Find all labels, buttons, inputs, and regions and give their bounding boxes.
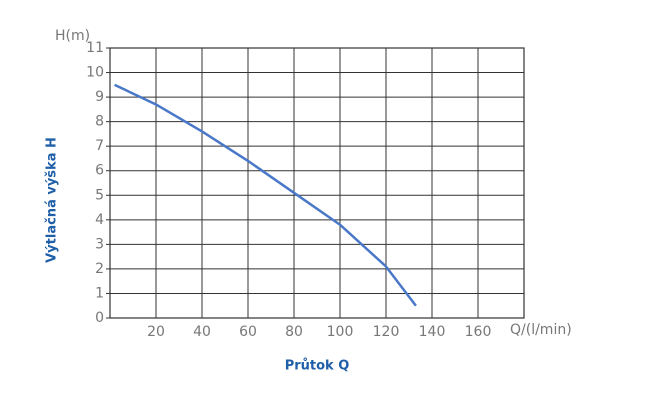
x-tick-label: 160 (465, 324, 492, 340)
y-tick-label: 11 (86, 40, 104, 56)
y-tick-label: 5 (95, 187, 104, 203)
plot-frame (109, 47, 525, 319)
y-tick-label: 3 (95, 236, 104, 252)
x-tick-label: 20 (147, 324, 165, 340)
curve (114, 83, 417, 307)
y-axis-label: H(m) (55, 28, 90, 44)
y-axis-title: Výtlačná výška H (45, 137, 60, 263)
y-tick-label: 7 (95, 138, 104, 154)
x-axis-title: Průtok Q (285, 359, 350, 374)
x-axis-label: Q/(l/min) (510, 322, 572, 338)
y-tick-label: 9 (95, 89, 104, 105)
x-tick-label: 100 (327, 324, 354, 340)
y-tick-label: 2 (95, 261, 104, 277)
y-tick-label: 6 (95, 163, 104, 179)
y-tick-label: 0 (95, 310, 104, 326)
x-tick-label: 140 (419, 324, 446, 340)
x-tick-label: 60 (239, 324, 257, 340)
y-tick-label: 4 (95, 212, 104, 228)
y-tick-label: 1 (95, 285, 104, 301)
x-tick-label: 40 (193, 324, 211, 340)
y-tick-label: 8 (95, 114, 104, 130)
y-tick-label: 10 (86, 65, 104, 81)
x-tick-label: 80 (285, 324, 303, 340)
x-tick-label: 120 (373, 324, 400, 340)
